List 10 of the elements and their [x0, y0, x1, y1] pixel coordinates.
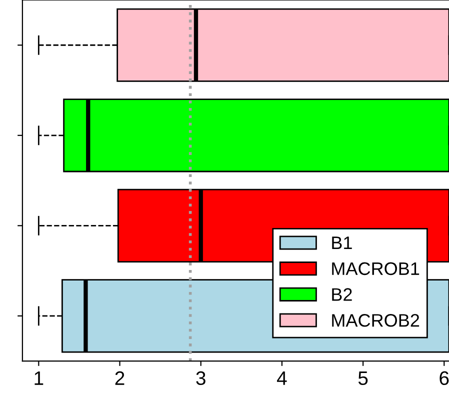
series-label: MACROB1	[332, 262, 420, 276]
x-tick-label: 5	[358, 371, 368, 386]
x-tick-label: 6	[440, 371, 449, 386]
x-tick-label: 4	[276, 371, 287, 385]
x-tick-label: 3	[196, 371, 206, 386]
legend-label: B2	[332, 288, 352, 301]
legend-label: MACROB2	[332, 314, 420, 327]
x-tick-label: 1	[34, 371, 44, 385]
legend-label: B1	[332, 236, 352, 250]
x-tick-label: 2	[115, 371, 124, 385]
